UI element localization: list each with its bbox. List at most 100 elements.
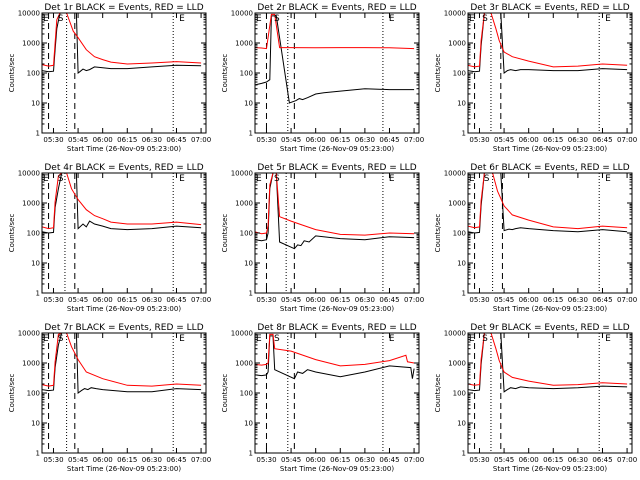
event-marker-label: S: [274, 174, 280, 184]
event-marker-label: E: [469, 174, 475, 184]
x-tick-label: 05:30: [43, 456, 63, 464]
y-tick-label: 1000: [235, 360, 253, 368]
x-tick-label: 06:00: [519, 456, 539, 464]
y-tick-label: 1000: [22, 360, 40, 368]
x-tick-label: 06:45: [592, 296, 612, 304]
panel-title: Det 8r BLACK = Events, RED = LLD: [257, 323, 416, 333]
x-tick-label: 05:30: [469, 296, 489, 304]
x-tick-label: 06:00: [519, 296, 539, 304]
y-tick-label: 1000: [448, 40, 466, 48]
x-tick-label: 06:15: [117, 136, 137, 144]
y-tick-label: 1: [36, 290, 40, 298]
y-tick-label: 100: [453, 230, 466, 238]
event-marker-label: E: [256, 14, 262, 24]
series-line-events: [468, 173, 628, 234]
x-tick-label: 06:30: [568, 136, 588, 144]
event-marker-label: E: [179, 14, 185, 24]
y-tick-label: 100: [453, 390, 466, 398]
x-tick-label: 05:45: [281, 296, 301, 304]
x-tick-label: 05:30: [256, 456, 276, 464]
x-axis-label: Start Time (26-Nov-09 05:23:00): [493, 465, 607, 473]
y-tick-label: 10000: [18, 170, 40, 178]
x-tick-label: 06:00: [306, 136, 326, 144]
y-axis-label: Counts/sec: [8, 54, 16, 93]
panel-title: Det 3r BLACK = Events, RED = LLD: [470, 3, 629, 13]
x-axis-label: Start Time (26-Nov-09 05:23:00): [67, 465, 181, 473]
y-axis-label: Counts/sec: [221, 374, 229, 413]
y-tick-label: 100: [240, 390, 253, 398]
x-tick-label: 05:30: [256, 136, 276, 144]
plot-frame: [254, 332, 420, 454]
panel-title: Det 5r BLACK = Events, RED = LLD: [257, 163, 416, 173]
x-tick-label: 06:45: [379, 456, 399, 464]
y-tick-label: 10: [244, 420, 253, 428]
x-tick-label: 06:45: [379, 136, 399, 144]
x-tick-label: 06:30: [355, 136, 375, 144]
x-tick-label: 06:30: [568, 296, 588, 304]
x-tick-label: 05:45: [494, 136, 514, 144]
x-tick-label: 06:15: [117, 456, 137, 464]
x-tick-label: 07:00: [617, 456, 637, 464]
panel-title: Det 7r BLACK = Events, RED = LLD: [44, 323, 203, 333]
x-tick-label: 06:00: [93, 456, 113, 464]
y-tick-label: 10000: [444, 10, 466, 18]
series-line-lld: [42, 333, 202, 387]
y-tick-label: 10: [31, 100, 40, 108]
y-tick-label: 1: [249, 290, 253, 298]
y-tick-label: 1000: [448, 200, 466, 208]
x-tick-label: 06:30: [355, 296, 375, 304]
x-tick-label: 06:00: [306, 456, 326, 464]
y-axis-label: Counts/sec: [8, 374, 16, 413]
y-axis-label: Counts/sec: [434, 214, 442, 253]
y-tick-label: 1: [462, 130, 466, 138]
x-tick-label: 06:45: [379, 296, 399, 304]
x-tick-label: 06:30: [142, 456, 162, 464]
x-tick-label: 05:45: [68, 296, 88, 304]
y-axis-label: Counts/sec: [221, 54, 229, 93]
plot-frame: [41, 172, 207, 294]
y-tick-label: 1: [36, 450, 40, 458]
series-line-lld: [468, 13, 628, 68]
x-tick-label: 07:00: [191, 296, 211, 304]
y-tick-label: 10000: [18, 330, 40, 338]
series-line-lld: [468, 173, 628, 230]
event-marker-label: E: [389, 174, 395, 184]
x-tick-label: 06:45: [166, 136, 186, 144]
x-tick-label: 05:45: [281, 136, 301, 144]
x-tick-label: 05:45: [281, 456, 301, 464]
series-line-lld: [255, 173, 415, 236]
series-line-events: [255, 15, 415, 104]
event-marker-label: S: [58, 14, 64, 24]
x-tick-label: 05:45: [68, 136, 88, 144]
series-line-lld: [42, 13, 202, 67]
event-marker-label: E: [179, 174, 185, 184]
event-marker-label: E: [605, 14, 611, 24]
x-tick-label: 05:45: [494, 296, 514, 304]
y-axis-label: Counts/sec: [434, 374, 442, 413]
x-tick-label: 05:30: [469, 136, 489, 144]
x-tick-label: 06:30: [355, 456, 375, 464]
y-tick-label: 100: [240, 230, 253, 238]
y-tick-label: 1: [249, 450, 253, 458]
y-tick-label: 10000: [231, 330, 253, 338]
x-tick-label: 06:45: [592, 456, 612, 464]
x-tick-label: 05:30: [43, 136, 63, 144]
event-marker-label: S: [274, 14, 280, 24]
x-tick-label: 06:00: [93, 296, 113, 304]
series-line-events: [42, 173, 202, 234]
x-tick-label: 07:00: [617, 296, 637, 304]
event-marker-label: E: [43, 334, 49, 344]
y-tick-label: 10: [457, 100, 466, 108]
x-tick-label: 05:45: [68, 456, 88, 464]
y-tick-label: 1: [249, 130, 253, 138]
event-marker-label: S: [274, 334, 280, 344]
x-tick-label: 06:15: [330, 456, 350, 464]
y-tick-label: 10: [457, 420, 466, 428]
y-tick-label: 1: [36, 130, 40, 138]
x-axis-label: Start Time (26-Nov-09 05:23:00): [67, 305, 181, 313]
